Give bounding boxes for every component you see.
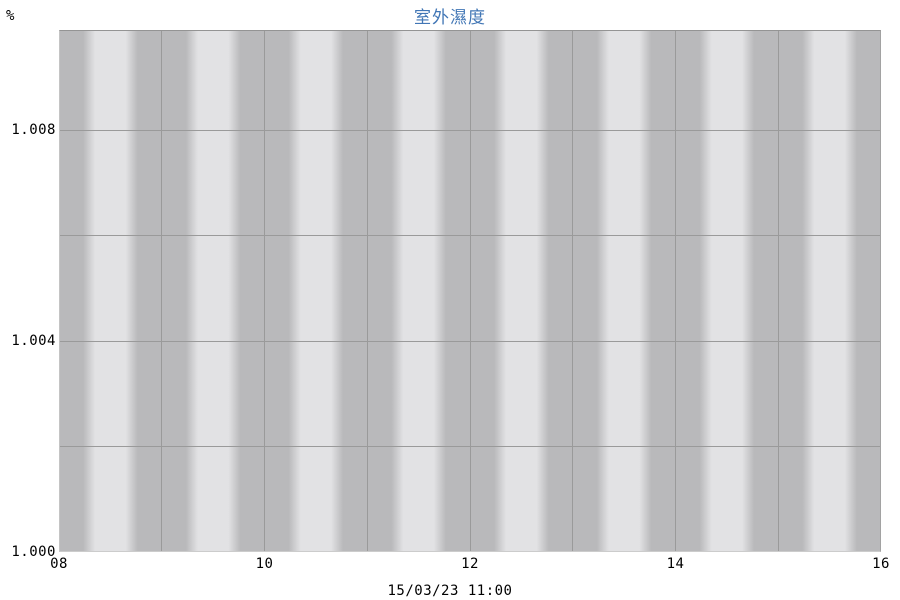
x-tick-label: 14	[666, 556, 685, 572]
x-tick-label: 16	[872, 556, 890, 572]
x-gridline	[59, 30, 60, 552]
x-tick-label: 12	[461, 556, 479, 572]
x-gridline	[572, 30, 574, 552]
x-tick-label: 10	[255, 556, 274, 572]
x-gridline	[777, 30, 779, 552]
x-gridline	[880, 30, 881, 552]
x-gridline	[161, 30, 163, 552]
y-tick-label: 1.000	[11, 543, 56, 560]
x-tick-label: 08	[50, 556, 68, 572]
x-axis-title: 15/03/23 11:00	[387, 583, 513, 599]
x-gridline	[366, 30, 368, 552]
x-axis-tick-labels: 08 10 12 14 16	[50, 556, 889, 573]
x-gridline	[469, 30, 471, 552]
x-gridline	[675, 30, 676, 552]
y-tick-label: 1.004	[11, 332, 56, 349]
chart-title: 室外濕度	[414, 8, 486, 28]
y-axis-tick-labels: 1.008 1.004 1.000	[0, 30, 56, 560]
y-tick-label: 1.008	[11, 121, 56, 138]
plot-area	[59, 30, 881, 552]
x-gridline	[264, 30, 265, 552]
y-axis-unit-label: %	[6, 8, 15, 24]
